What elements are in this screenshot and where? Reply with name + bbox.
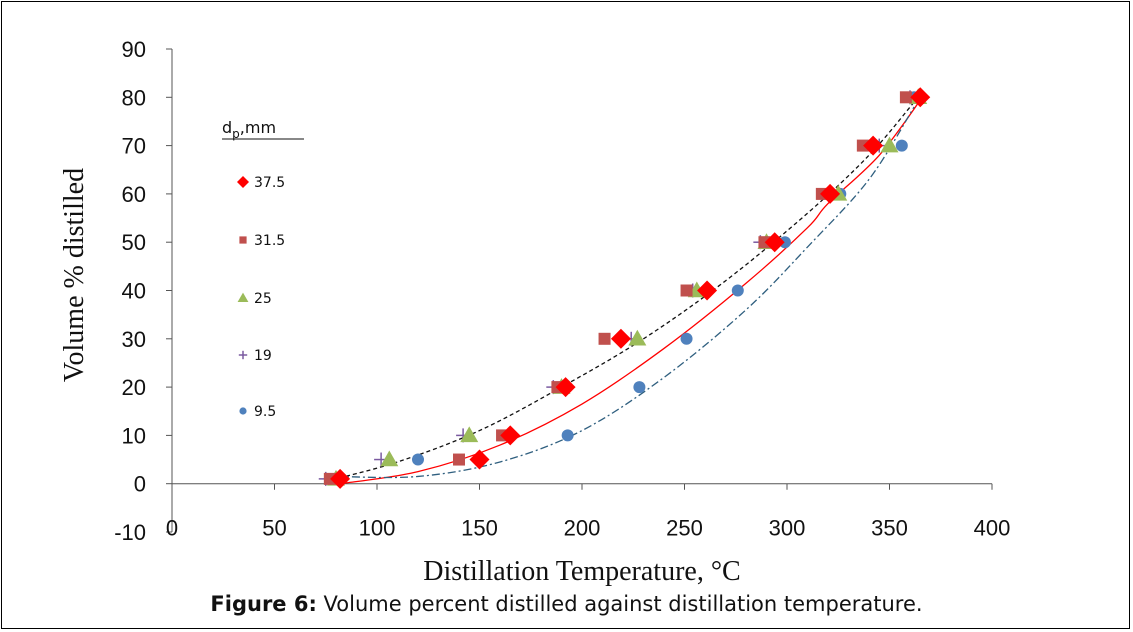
- y-tick-label: 30: [122, 327, 146, 352]
- figure-caption-text: Volume percent distilled against distill…: [316, 592, 923, 616]
- legend-marker-diamond: [237, 176, 249, 188]
- x-tick-label: 350: [871, 516, 908, 541]
- data-point-square: [758, 236, 771, 249]
- data-point-triangle: [628, 329, 647, 346]
- y-tick-label: 70: [122, 134, 146, 159]
- x-tick-label: 300: [769, 516, 806, 541]
- x-tick-label: 150: [461, 516, 498, 541]
- trendlines: [325, 96, 923, 485]
- data-point-diamond: [610, 328, 631, 349]
- y-tick-label: -10: [114, 520, 146, 545]
- data-point-diamond: [820, 183, 841, 204]
- legend-marker-triangle: [237, 292, 249, 303]
- x-tick-label: 100: [359, 516, 396, 541]
- data-point-diamond: [469, 449, 490, 470]
- data-markers: [318, 87, 931, 489]
- data-point-triangle: [380, 450, 399, 467]
- data-point-diamond: [910, 87, 931, 108]
- data-point-circle: [895, 139, 908, 152]
- data-point-square: [680, 284, 693, 297]
- data-point-square: [899, 91, 912, 104]
- figure-caption-label: Figure 6:: [210, 592, 317, 616]
- x-tick-label: 400: [974, 516, 1011, 541]
- data-point-square: [856, 139, 869, 152]
- y-tick-label: 80: [122, 85, 146, 110]
- y-tick-label: 40: [122, 279, 146, 304]
- y-tick-label: 90: [122, 37, 146, 62]
- legend-label: 31.5: [254, 233, 285, 249]
- legend-marker-square: [239, 236, 247, 244]
- data-point-circle: [633, 381, 646, 394]
- data-point-diamond: [764, 232, 785, 253]
- y-tick-label: 0: [134, 472, 146, 497]
- y-axis-title: Volume % distilled: [59, 168, 90, 382]
- axes: -10 0 10 20 30 40 50 60 70 80 90 0 50 100 150 200 250 300…: [114, 37, 1010, 545]
- data-point-triangle: [460, 426, 479, 443]
- data-point-square: [598, 332, 611, 345]
- legend-marker-plus: [238, 350, 248, 360]
- legend: dp,mm 37.5 31.5 25 19 9.5: [222, 118, 304, 420]
- data-point-diamond: [330, 468, 351, 489]
- y-tick-label: 20: [122, 375, 146, 400]
- legend-label: 37.5: [254, 175, 285, 191]
- data-point-circle: [778, 236, 791, 249]
- data-point-circle: [680, 332, 693, 345]
- x-tick-label: 0: [166, 516, 178, 541]
- legend-label: 25: [254, 291, 272, 307]
- data-point-diamond: [500, 425, 521, 446]
- x-tick-label: 250: [666, 516, 703, 541]
- legend-marker-circle: [239, 407, 247, 415]
- figure-caption: Figure 6: Volume percent distilled again…: [0, 592, 1133, 616]
- data-point-square: [453, 453, 465, 466]
- data-point-square: [323, 472, 336, 485]
- x-axis-title: Distillation Temperature, °C: [423, 556, 740, 587]
- y-tick-label: 60: [122, 182, 146, 207]
- trendline: [325, 101, 915, 482]
- legend-label: 19: [254, 348, 272, 364]
- data-point-diamond: [555, 377, 576, 398]
- legend-title: dp,mm: [222, 118, 276, 141]
- trendline: [335, 106, 915, 479]
- trendline: [340, 96, 923, 485]
- y-tick-label: 50: [122, 230, 146, 255]
- x-tick-label: 200: [564, 516, 601, 541]
- data-point-triangle: [880, 136, 899, 153]
- data-point-circle: [731, 284, 744, 297]
- data-point-diamond: [863, 135, 884, 156]
- y-tick-label: 10: [122, 423, 146, 448]
- x-tick-label: 50: [262, 516, 286, 541]
- data-point-diamond: [697, 280, 718, 301]
- data-point-circle: [412, 453, 424, 466]
- legend-label: 9.5: [254, 404, 276, 420]
- data-point-circle: [561, 429, 574, 442]
